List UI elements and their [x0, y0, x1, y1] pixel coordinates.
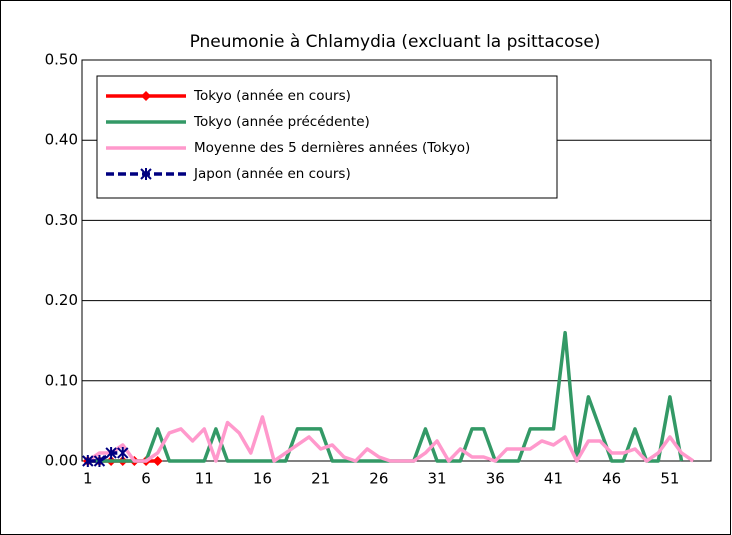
series-line	[87, 330, 684, 463]
legend-label: Moyenne des 5 dernières années (Tokyo)	[194, 140, 470, 156]
y-tick-label: 0.50	[45, 51, 78, 69]
legend-marker	[140, 168, 152, 180]
legend-items: Tokyo (année en cours) Tokyo (année précé…	[106, 88, 470, 182]
legend-label: Japon (année en cours)	[193, 166, 351, 182]
y-tick-label: 0.00	[45, 452, 78, 470]
y-tick-label: 0.10	[45, 371, 78, 389]
x-tick-label: 16	[253, 470, 272, 488]
x-tick-label: 31	[428, 470, 447, 488]
series-line	[87, 451, 123, 463]
y-tick-label: 0.20	[45, 291, 78, 309]
legend-label: Tokyo (année précédente)	[193, 114, 370, 130]
point-marker	[105, 446, 117, 459]
x-tick-label: 46	[602, 470, 621, 488]
x-tick-label: 41	[544, 470, 563, 488]
legend-label: Tokyo (année en cours)	[193, 88, 351, 104]
x-tick-label: 11	[195, 470, 214, 488]
point-marker	[117, 446, 129, 459]
point-marker	[93, 455, 106, 467]
y-tick-label: 0.30	[45, 211, 78, 229]
y-tick-label: 0.40	[45, 131, 78, 149]
x-tick-label: 6	[141, 470, 151, 488]
point-marker	[82, 455, 94, 467]
plot-area: 0.000.100.200.300.400.501 6 11 16 21 26 31 36 41…	[45, 51, 712, 488]
x-tick-label: 36	[486, 470, 505, 488]
chart-title: Pneumonie à Chlamydia (excluant la psitt…	[190, 32, 601, 52]
series-line	[86, 415, 695, 463]
x-tick-label: 26	[369, 470, 388, 488]
x-tick-label: 21	[311, 470, 330, 488]
point-marker	[152, 456, 163, 466]
x-tick-label: 1	[83, 470, 93, 488]
legend-marker	[141, 91, 151, 101]
x-tick-label: 51	[660, 470, 679, 488]
